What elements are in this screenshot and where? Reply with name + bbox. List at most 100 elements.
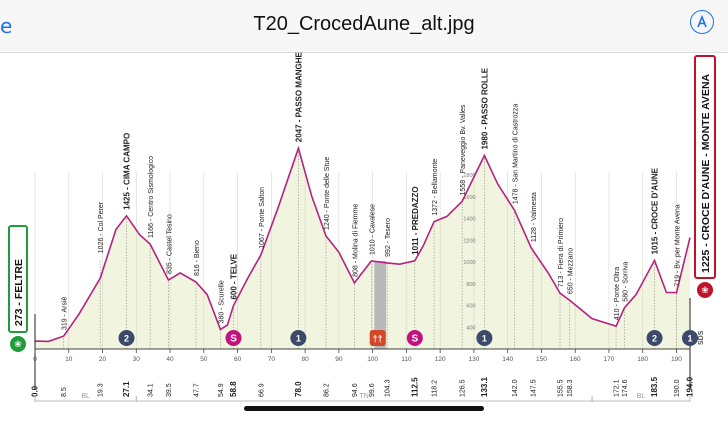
place-label: 1010 - Cavalese (369, 204, 376, 255)
km-label: 8.5 (61, 387, 68, 397)
km-label: 58.8 (229, 381, 238, 397)
km-label: 78.0 (294, 381, 303, 397)
climb-category-glyph: 1 (687, 334, 692, 344)
place-label: 713 - Fiera di Primiero (558, 218, 565, 287)
place-label: 600 - TELVE (230, 253, 239, 299)
km-tick-label: 140 (502, 356, 513, 363)
km-tick-label: 100 (367, 356, 378, 363)
climb-category-glyph: 2 (124, 334, 129, 344)
place-label: 1166 - Centro Sismologico (148, 156, 155, 238)
place-label: 1128 - Valmesta (531, 192, 538, 242)
region-label: BL (637, 393, 646, 400)
climb-category-icon (682, 330, 698, 346)
sprint-glyph: S (411, 334, 418, 345)
km-label: 190.0 (674, 379, 681, 397)
feed-zone-band (374, 260, 387, 349)
sds-label: SDS (698, 330, 705, 345)
km-label: 172.1 (614, 379, 621, 397)
km-label: 94.6 (352, 383, 359, 397)
start-bike-icon (10, 336, 26, 352)
km-tick-label: 110 (401, 356, 412, 363)
km-tick-label: 20 (99, 356, 107, 363)
km-tick-label: 30 (133, 356, 141, 363)
km-label: 54.9 (218, 383, 225, 397)
elevation-tick-label: 400 (466, 325, 475, 331)
elevation-tick-label: 1800 (463, 173, 475, 179)
place-label: 380 - Scurelle (218, 280, 225, 323)
elevation-tick-label: 600 (466, 304, 475, 310)
place-label: 2047 - PASSO MANGHEN (294, 52, 303, 142)
feed-zone-glyph: †† (373, 334, 383, 344)
place-label: 410 - Ponte Oltra (614, 267, 621, 320)
km-tick-label: 150 (536, 356, 547, 363)
km-tick-label: 80 (301, 356, 309, 363)
km-tick-label: 160 (570, 356, 581, 363)
climb-category-glyph: 2 (652, 334, 657, 344)
km-label: 155.5 (558, 379, 565, 397)
back-button[interactable]: e (0, 14, 13, 38)
viewer-toolbar: e T20_CrocedAune_alt.jpg (0, 0, 728, 53)
elevation-tick-label: 1400 (463, 217, 475, 223)
profile-line (34, 145, 691, 343)
climb-category-icon (476, 330, 493, 346)
feed-zone-icon (369, 330, 386, 346)
place-label: 1372 - Bellamonte (432, 159, 439, 216)
climb-category-icon (646, 330, 663, 346)
km-tick-label: 180 (637, 356, 648, 363)
place-label: 1240 - Ponte delle Stue (324, 157, 331, 230)
km-label: 142.0 (512, 379, 519, 397)
elevation-tick-label: 1200 (463, 238, 475, 244)
km-tick-label: 190 (671, 356, 682, 363)
region-label: TN (360, 393, 369, 400)
km-label: 174.6 (622, 379, 629, 397)
sprint-glyph: S (230, 334, 237, 345)
km-tick-label: 70 (268, 356, 276, 363)
region-label: BL (81, 393, 90, 400)
place-label: 1980 - PASSO ROLLE (480, 67, 489, 149)
climb-category-glyph: 1 (482, 334, 487, 344)
place-label: 816 - Bieno (194, 240, 201, 276)
sprint-icon (225, 330, 242, 346)
elevation-tick-label: 1000 (463, 260, 475, 266)
finish-bike-icon (697, 282, 713, 298)
profile-fill (35, 148, 690, 349)
km-tick-label: 90 (335, 356, 343, 363)
km-tick-label: 50 (200, 356, 208, 363)
place-label: 580 - Sorriva (623, 262, 630, 302)
km-tick-label: 40 (166, 356, 174, 363)
km-tick-label: 0 (33, 356, 37, 363)
km-label: 158.3 (567, 379, 574, 397)
finish-bike-glyph: ❀ (701, 285, 709, 295)
finish-label: 1225 - CROCE D'AUNE - MONTE AVENA (700, 73, 712, 273)
place-label: 650 - Mezzano (567, 248, 574, 294)
km-label: 86.2 (324, 383, 331, 397)
km-tick-label: 170 (604, 356, 615, 363)
home-indicator (244, 406, 484, 411)
place-label: 719 - Bv. per Monte Avena (674, 204, 681, 286)
km-label: 104.3 (385, 379, 392, 397)
place-label: 835 - Castel Tesino (166, 214, 173, 274)
km-label: 183.5 (650, 376, 659, 397)
climb-category-icon (290, 330, 307, 346)
km-label: 19.3 (98, 383, 105, 397)
start-bike-glyph: ❀ (14, 339, 22, 349)
elevation-tick-label: 800 (466, 282, 475, 288)
place-label: 1015 - CROCE D'AUNE (651, 167, 660, 254)
km-label: 112.5 (410, 377, 419, 397)
place-label: 1011 - PREDAZZO (411, 186, 420, 254)
km-label: 0.0 (31, 385, 40, 397)
km-label: 66.9 (258, 383, 265, 397)
km-label: 39.5 (166, 383, 173, 397)
km-label: 194.0 (686, 376, 695, 397)
markup-pen-icon[interactable] (690, 10, 714, 34)
km-label: 47.7 (194, 383, 201, 397)
place-label: 1425 - CIMA CAMPO (122, 133, 131, 210)
km-tick-label: 60 (234, 356, 242, 363)
km-label: 147.5 (531, 379, 538, 397)
finish-box (694, 55, 716, 279)
place-label: 1558 - Paneveggio Bv. Valles (460, 104, 467, 195)
sprint-icon (406, 330, 423, 346)
place-label: 992 - Tesero (385, 218, 392, 257)
km-label: 126.5 (460, 379, 467, 397)
place-label: 1026 - Col Perer (98, 201, 105, 253)
